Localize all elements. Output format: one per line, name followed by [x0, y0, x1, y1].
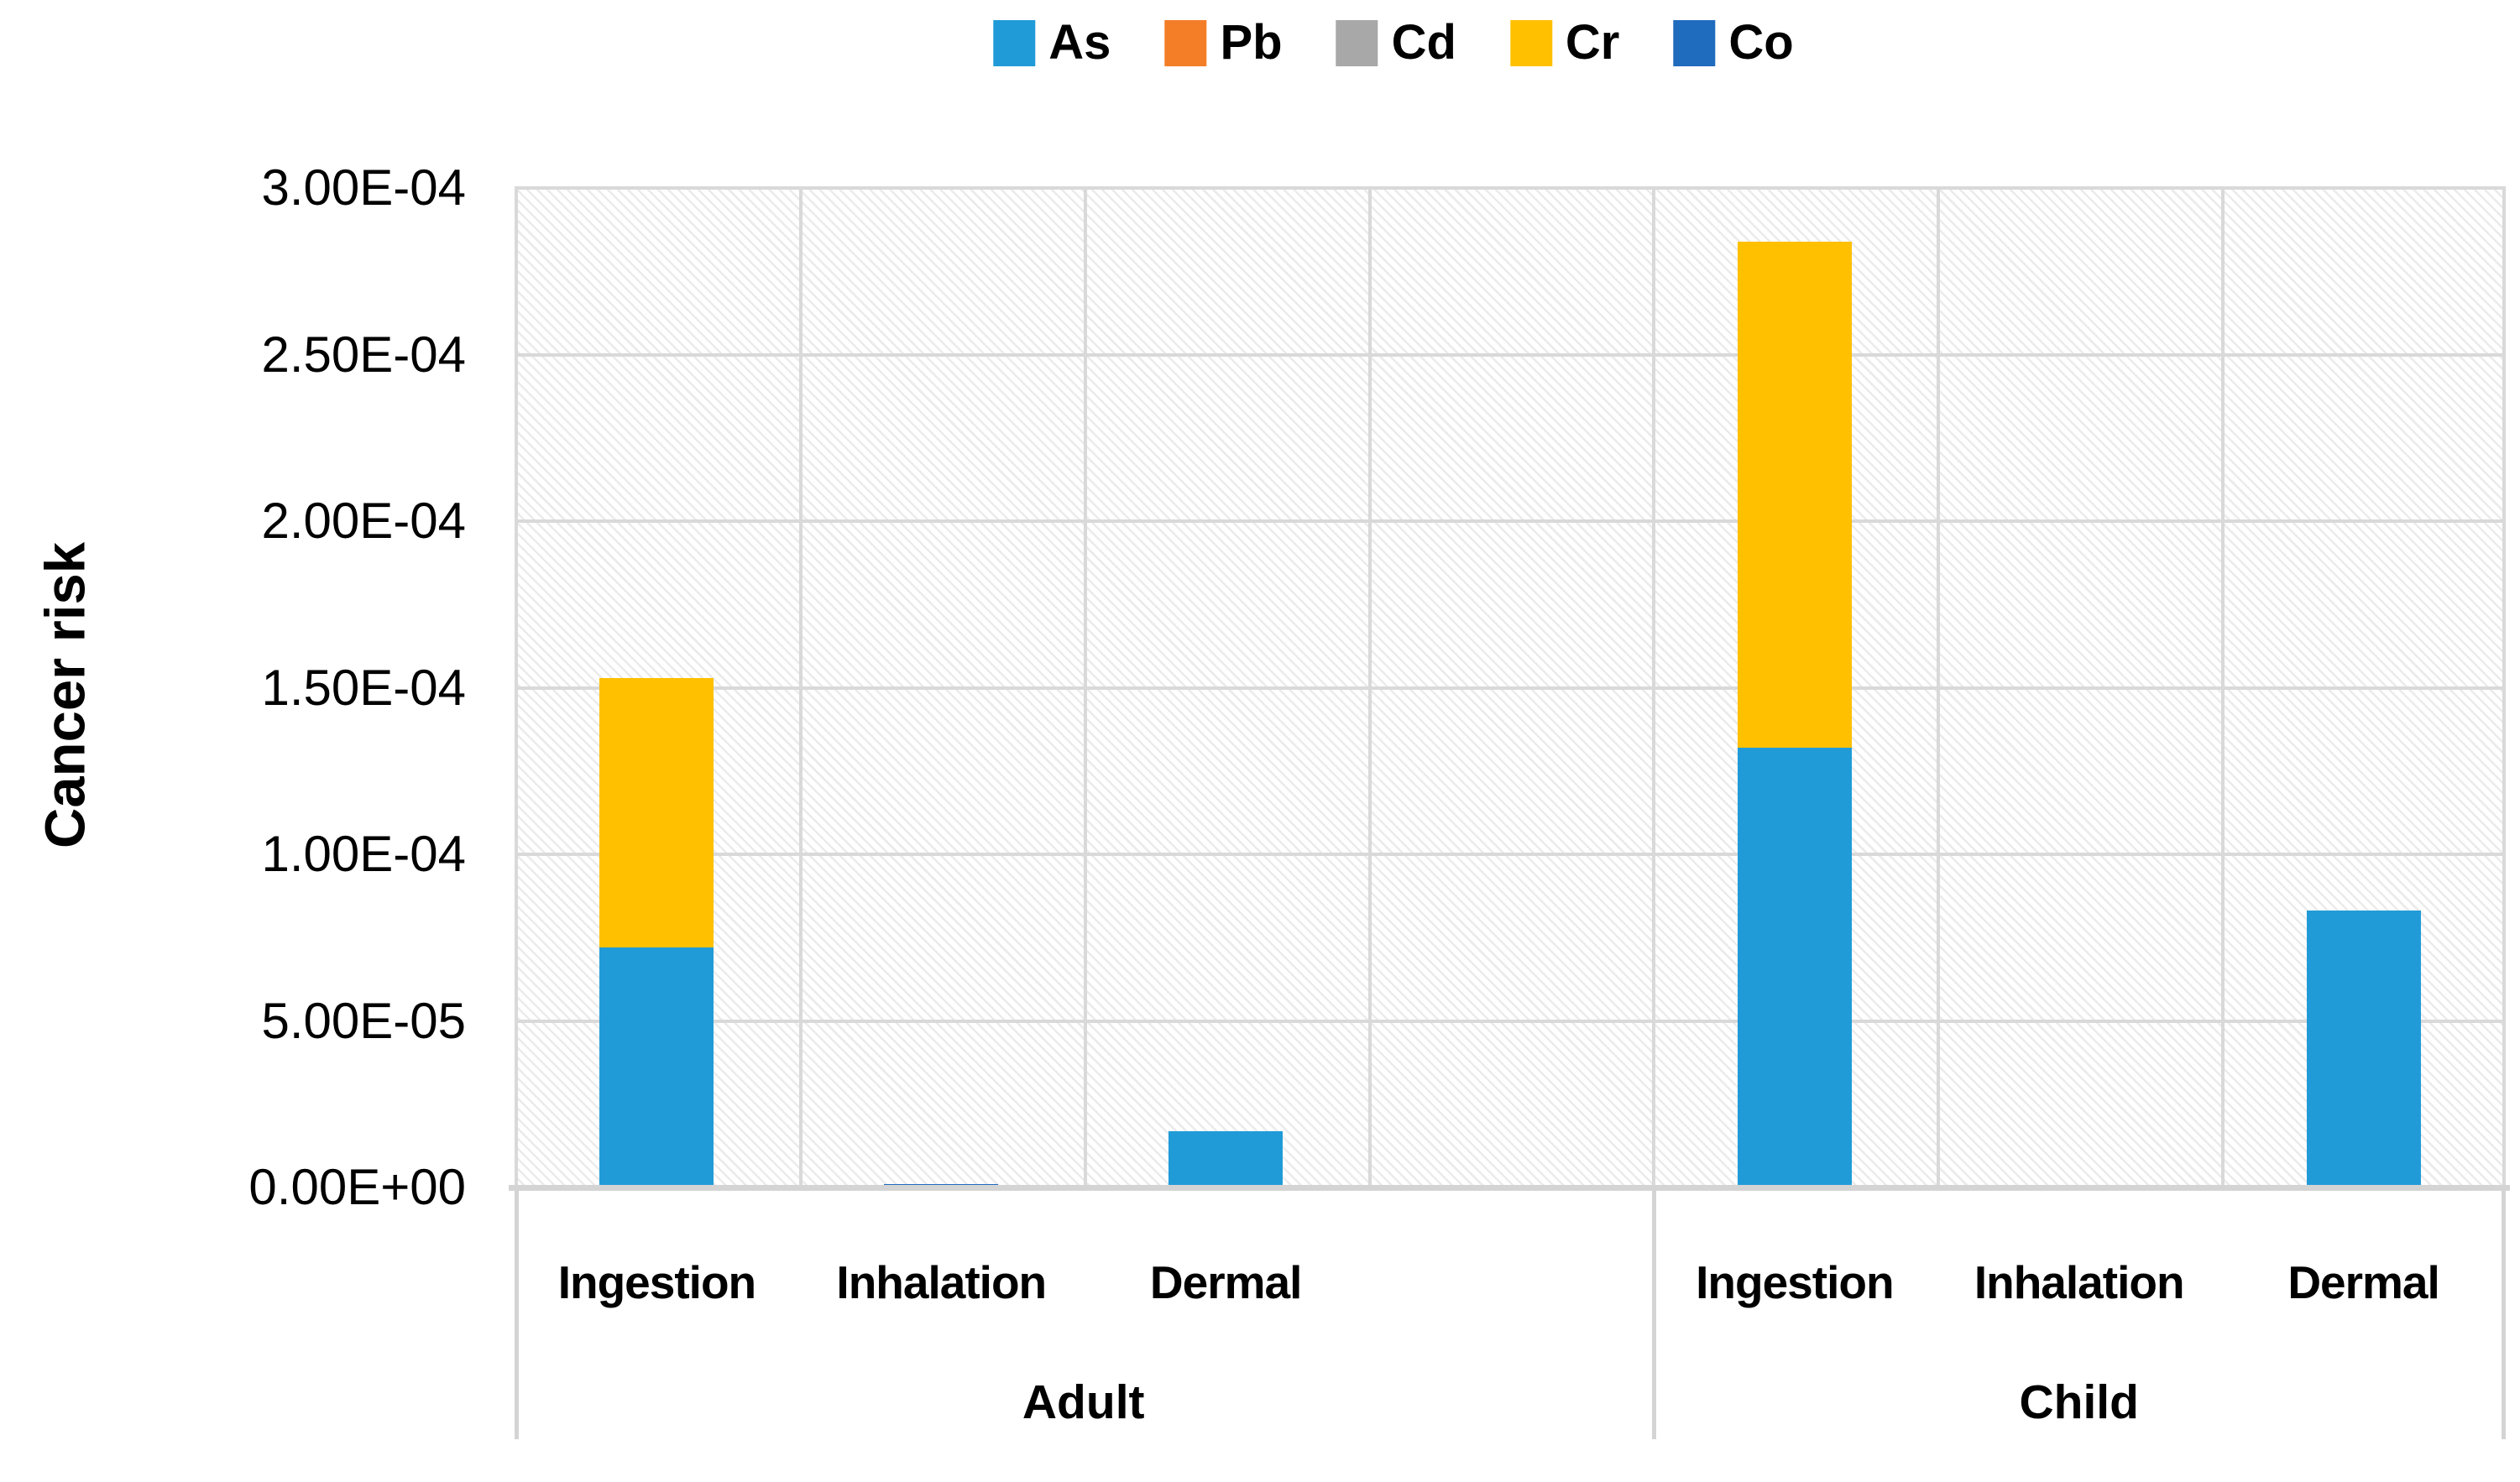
legend-label: Pb [1220, 15, 1283, 70]
x-category-label: Ingestion [1696, 1256, 1894, 1308]
y-tick-label: 0.00E+00 [248, 1159, 466, 1215]
gridline-vertical [515, 188, 518, 1187]
x-axis-line [509, 1185, 2510, 1191]
gridline-horizontal [515, 686, 2506, 690]
legend-label: Co [1728, 15, 1794, 70]
legend-item-Cr: Cr [1509, 15, 1620, 70]
legend-item-Cd: Cd [1336, 18, 1456, 67]
y-tick-label: 3.00E-04 [261, 159, 466, 216]
legend-swatch-icon [1509, 19, 1552, 66]
gridline-vertical [2221, 188, 2225, 1187]
y-tick-label: 1.00E-04 [261, 826, 466, 882]
gridline-horizontal [515, 1019, 2506, 1023]
legend-label: Cd [1391, 15, 1456, 70]
y-tick-label: 1.50E-04 [261, 659, 466, 716]
legend-item-Co: Co [1673, 15, 1794, 70]
bar-segment-As-adult-dermal [1169, 1130, 1284, 1187]
legend-item-Pb: Pb [1164, 15, 1283, 70]
y-axis-title: Cancer risk [34, 542, 97, 848]
gridline-horizontal [515, 352, 2506, 357]
legend-label: As [1048, 15, 1111, 70]
gridline-vertical [2502, 188, 2506, 1187]
x-category-label: Ingestion [557, 1256, 756, 1308]
gridline-vertical [1652, 188, 1656, 1187]
x-category-label: Inhalation [1974, 1256, 2185, 1308]
y-tick-label: 5.00E-05 [261, 992, 466, 1049]
gridline-horizontal [515, 853, 2506, 856]
bar-segment-As-adult-ingestion [599, 947, 714, 1187]
group-separator-line [2502, 1187, 2506, 1439]
legend-item-As: As [993, 18, 1111, 67]
group-separator-line [515, 1187, 519, 1439]
legend-swatch-icon [993, 19, 1036, 66]
gridline-vertical [1937, 188, 1941, 1187]
gridline-vertical [798, 188, 803, 1187]
bar-segment-Cr-child-ingestion [1737, 241, 1852, 748]
gridline-vertical [1367, 188, 1372, 1187]
y-tick-label: 2.50E-04 [261, 326, 466, 383]
bar-segment-Cr-adult-ingestion [599, 677, 714, 948]
bar-segment-As-child-dermal [2306, 911, 2421, 1187]
group-label-adult: Adult [1022, 1375, 1145, 1429]
x-category-label: Dermal [2287, 1256, 2439, 1308]
legend-swatch-icon [1336, 19, 1378, 66]
group-separator-line [1652, 1187, 1657, 1439]
gridline-horizontal [515, 186, 2506, 190]
chart-legend: As Pb Cd Cr Co [993, 15, 1794, 70]
legend-swatch-icon [1164, 19, 1207, 66]
gridline-horizontal [515, 519, 2506, 523]
x-category-label: Inhalation [836, 1256, 1047, 1308]
plot-area [515, 186, 2506, 1187]
legend-swatch-icon [1673, 19, 1716, 66]
bar-segment-As-child-ingestion [1737, 747, 1852, 1187]
x-category-label: Dermal [1149, 1256, 1302, 1308]
y-tick-label: 2.00E-04 [261, 493, 466, 549]
group-label-child: Child [2019, 1375, 2139, 1429]
gridline-vertical [1083, 188, 1087, 1187]
legend-label: Cr [1565, 15, 1620, 70]
